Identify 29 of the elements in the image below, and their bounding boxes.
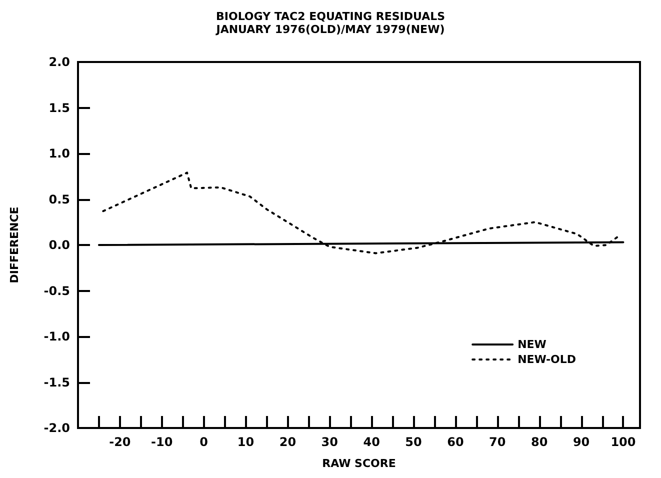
x-tick-label: 0	[200, 435, 208, 449]
y-tick-label: 1.5	[48, 100, 70, 115]
legend-label: NEW-OLD	[518, 353, 576, 366]
legend-label: NEW	[518, 338, 546, 351]
y-tick-label: 1.0	[48, 146, 70, 160]
y-tick-label: -1.5	[44, 375, 70, 390]
chart-subtitle: JANUARY 1976(OLD)/MAY 1979(NEW)	[215, 23, 445, 36]
y-tick-label: -1.0	[44, 330, 70, 344]
x-tick-label: 70	[489, 435, 506, 449]
x-tick-label: 60	[447, 435, 464, 449]
x-tick-label: 100	[610, 435, 636, 449]
y-tick-label: -0.5	[44, 284, 70, 298]
line-series	[102, 172, 620, 254]
x-tick-label: 50	[405, 435, 422, 449]
x-tick-label: -20	[109, 435, 131, 449]
x-tick-label: 80	[530, 435, 548, 449]
y-tick-label: 2.0	[48, 55, 70, 69]
x-axis-title: RAW SCORE	[322, 457, 396, 470]
x-tick-label: 90	[572, 435, 590, 449]
x-tick-label: 30	[321, 435, 338, 449]
y-axis-title: DIFFERENCE	[8, 206, 21, 284]
y-tick-label: 0.5	[48, 192, 70, 206]
x-tick-label: -10	[151, 435, 173, 449]
y-tick-label: 0.0	[48, 238, 70, 252]
x-tick-label: 20	[279, 435, 296, 449]
y-tick-label: -2.0	[44, 421, 70, 435]
chart-title: BIOLOGY TAC2 EQUATING RESIDUALS	[216, 10, 446, 23]
x-tick-label: 40	[363, 435, 380, 449]
x-tick-label: 10	[237, 435, 254, 449]
